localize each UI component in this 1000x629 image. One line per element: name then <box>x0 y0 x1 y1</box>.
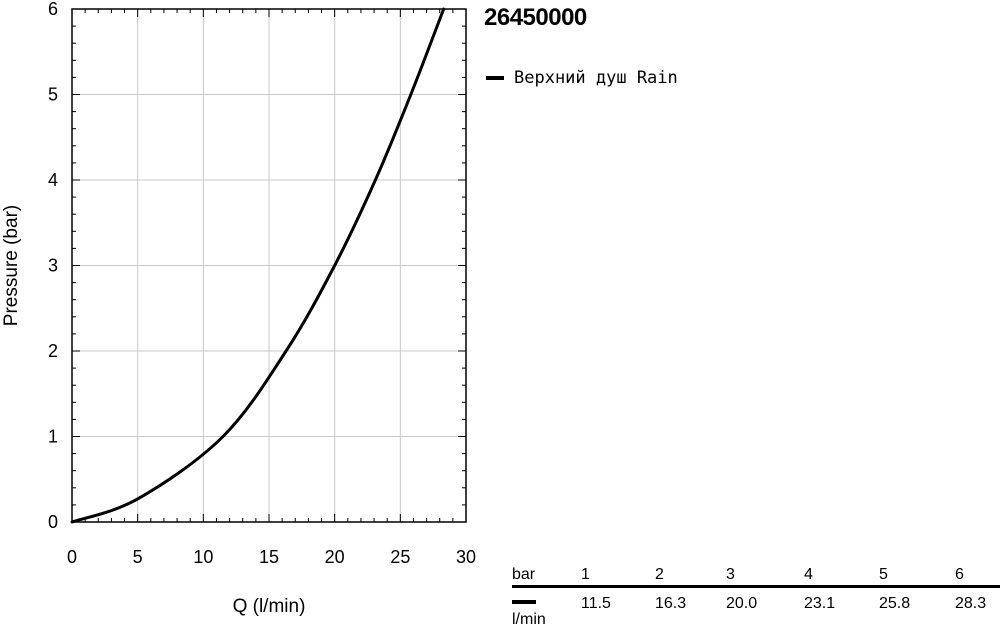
chart-series-layer <box>70 7 446 524</box>
legend-line-swatch <box>486 76 504 80</box>
table-flow-value: 20.0 <box>726 595 758 612</box>
table-pressure-unit: bar <box>512 566 536 583</box>
y-axis-label: Pressure (bar) <box>1 205 22 326</box>
legend-label: Верхний душ Rain <box>514 68 678 88</box>
x-tick-label: 15 <box>259 547 279 567</box>
plot-frame <box>71 8 467 523</box>
y-tick-label: 3 <box>48 256 58 276</box>
table-pressure-value: 1 <box>581 566 590 583</box>
table-pressure-value: 5 <box>879 566 888 583</box>
series-line <box>70 7 446 524</box>
chart-tick-labels: 0 5 10 15 20 25 30 0 1 2 3 4 5 6 <box>48 0 476 567</box>
x-tick-label: 0 <box>67 547 77 567</box>
x-axis-label: Q (l/min) <box>233 596 306 617</box>
chart-legend: Верхний душ Rain <box>486 68 678 88</box>
x-tick-label: 10 <box>193 547 213 567</box>
product-code: 26450000 <box>484 4 587 31</box>
table-flow-value: 25.8 <box>879 595 911 612</box>
x-tick-label: 25 <box>390 547 410 567</box>
y-tick-label: 2 <box>48 341 58 361</box>
y-tick-label: 4 <box>48 170 58 190</box>
table-flow-value: 11.5 <box>581 595 611 612</box>
table-flow-value: 16.3 <box>655 595 687 612</box>
table-series-swatch <box>512 600 536 604</box>
x-tick-label: 20 <box>325 547 345 567</box>
table-pressure-value: 6 <box>955 566 964 583</box>
chart-grid <box>72 9 466 522</box>
x-tick-label: 5 <box>133 547 143 567</box>
table-flow-unit: l/min <box>512 611 546 628</box>
y-tick-label: 0 <box>48 512 58 532</box>
y-tick-label: 5 <box>48 85 58 105</box>
y-tick-label: 1 <box>48 427 58 447</box>
table-flow-value: 23.1 <box>804 595 836 612</box>
table-pressure-value: 2 <box>655 566 664 583</box>
table-pressure-value: 3 <box>726 566 735 583</box>
table-flow-value: 28.3 <box>955 595 987 612</box>
pressure-flow-chart: 0 5 10 15 20 25 30 0 1 2 3 4 5 6 Q (l/min) Pressure (… <box>1 0 476 617</box>
x-tick-label: 30 <box>456 547 476 567</box>
flow-rate-table: bar l/min 1 11.5 2 16.3 3 20.0 4 23.1 5 25.8 6 28.3 <box>512 566 1000 628</box>
table-header-rule <box>512 585 1000 588</box>
y-tick-label: 6 <box>48 0 58 19</box>
table-pressure-value: 4 <box>804 566 813 583</box>
